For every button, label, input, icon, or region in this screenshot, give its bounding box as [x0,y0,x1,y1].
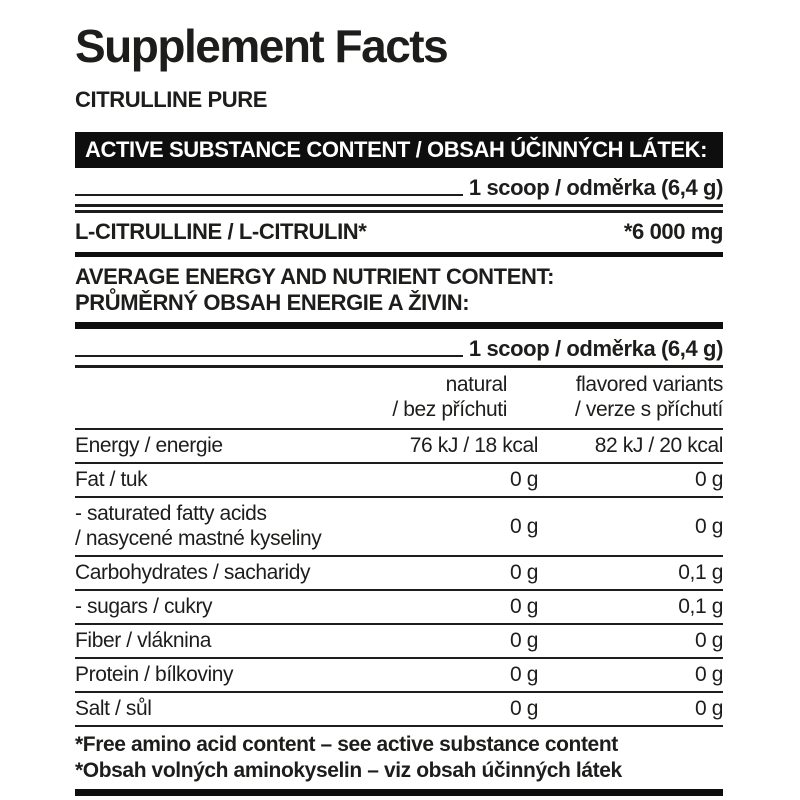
row-value-flavored: 0 g [695,468,723,492]
row-label: Salt / sůl [75,697,152,721]
row-label: Fiber / vláknina [75,629,211,653]
row-value-flavored: 0 g [695,514,723,538]
footnote-en: *Free amino acid content – see active su… [75,733,618,757]
row-value-natural: 0 g [510,468,538,492]
row-label: - saturated fatty acids / nasycené mastn… [75,502,322,551]
table-row-energy: Energy / energie 76 kJ / 18 kcal 82 kJ /… [75,430,724,465]
table-row-fat: Fat / tuk 0 g 0 g [75,464,723,499]
row-label: - sugars / cukry [75,595,213,619]
product-name: CITRULLINE PURE [75,87,268,113]
divider-bottom [75,789,723,797]
serving-size: 1 scoop / odměrka (6,4 g) [468,175,723,201]
nutrition-section-header: AVERAGE ENERGY AND NUTRIENT CONTENT: PRŮ… [75,257,723,322]
row-value-flavored: 0,1 g [678,595,723,619]
row-value-flavored: 0 g [695,697,723,721]
table-row-saturated-fat: - saturated fatty acids / nasycené mastn… [75,498,723,558]
active-substance-row: L-CITRULLINE / L-CITRULIN* *6 000 mg [75,213,723,252]
column-header-flavored: flavored variants / verze s příchutí [574,373,723,422]
column-header-natural: natural / bez příchuti [392,373,507,422]
table-row-carbohydrates: Carbohydrates / sacharidy 0 g 0,1 g [75,557,723,592]
nutrition-header-cz: PRŮMĚRNÝ OBSAH ENERGIE A ŽIVIN: [75,290,470,316]
divider-double [75,204,723,214]
serving-underline [75,355,463,358]
row-value-flavored: 0 g [695,663,723,687]
active-substance-name: L-CITRULLINE / L-CITRULIN* [75,219,367,245]
nutrition-header-en: AVERAGE ENERGY AND NUTRIENT CONTENT: [75,264,554,290]
serving-size: 1 scoop / odměrka (6,4 g) [468,336,723,362]
row-value-flavored: 82 kJ / 20 kcal [594,434,724,458]
table-row-salt: Salt / sůl 0 g 0 g [75,693,723,728]
row-label: Carbohydrates / sacharidy [75,561,311,585]
divider-medium [75,365,723,369]
serving-underline [75,194,463,197]
divider-thick [75,322,723,330]
row-label: Protein / bílkoviny [75,663,234,687]
row-value-natural: 0 g [510,561,538,585]
row-value-natural: 0 g [510,663,538,687]
page-title: Supplement Facts [75,20,449,72]
supplement-facts-label: Supplement Facts CITRULLINE PURE ACTIVE … [75,20,724,797]
row-value-flavored: 0 g [695,629,723,653]
footnote-cz: *Obsah volných aminokyselin – viz obsah … [75,759,622,783]
row-label: Fat / tuk [75,468,148,492]
row-value-natural: 0 g [510,629,538,653]
row-label: Energy / energie [75,434,223,458]
row-value-natural: 0 g [510,697,538,721]
footnotes: *Free amino acid content – see active su… [75,727,723,784]
row-value-natural: 0 g [510,595,538,619]
row-value-natural: 0 g [510,514,538,538]
row-value-natural: 76 kJ / 18 kcal [409,434,539,458]
active-substance-header-bar: ACTIVE SUBSTANCE CONTENT / OBSAH ÚČINNÝC… [75,132,723,169]
table-row-protein: Protein / bílkoviny 0 g 0 g [75,659,723,694]
active-substance-serving-row: 1 scoop / odměrka (6,4 g) [75,168,723,204]
table-row-sugars: - sugars / cukry 0 g 0,1 g [75,591,723,626]
divider-thick [75,252,723,258]
row-value-flavored: 0,1 g [678,561,723,585]
nutrition-column-headers: natural / bez příchuti flavored variants… [75,368,723,431]
table-row-fiber: Fiber / vláknina 0 g 0 g [75,625,723,660]
active-substance-amount: *6 000 mg [623,219,724,245]
nutrition-serving-row: 1 scoop / odměrka (6,4 g) [75,329,723,365]
